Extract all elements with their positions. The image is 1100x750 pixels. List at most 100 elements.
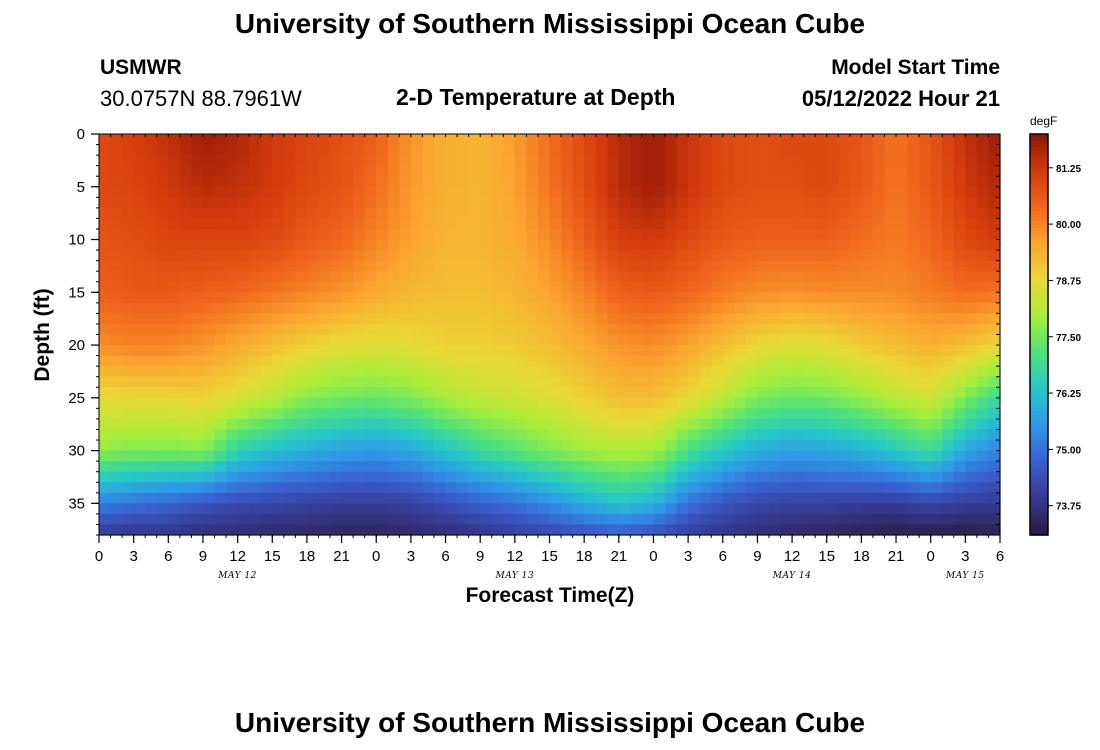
heatmap-cell bbox=[214, 482, 227, 494]
heatmap-cell bbox=[341, 366, 354, 378]
heatmap-cell bbox=[711, 186, 724, 198]
heatmap-cell bbox=[191, 313, 204, 325]
heatmap-cell bbox=[156, 524, 169, 536]
heatmap-cell bbox=[168, 144, 181, 156]
heatmap-cell bbox=[445, 186, 458, 198]
heatmap-cell bbox=[595, 323, 608, 336]
heatmap-cell bbox=[376, 176, 389, 188]
heatmap-cell bbox=[653, 334, 666, 346]
heatmap-cell bbox=[341, 228, 354, 241]
heatmap-cell bbox=[630, 323, 643, 336]
heatmap-cell bbox=[930, 450, 943, 462]
heatmap-cell bbox=[145, 271, 158, 283]
heatmap-cell bbox=[237, 429, 250, 441]
heatmap-cell bbox=[711, 250, 724, 262]
colorbar-swatch bbox=[1030, 341, 1048, 346]
heatmap-cell bbox=[988, 513, 1001, 526]
heatmap-cell bbox=[803, 218, 816, 230]
heatmap-cell bbox=[191, 355, 204, 367]
heatmap-cell bbox=[214, 228, 227, 241]
heatmap-cell bbox=[306, 281, 320, 293]
heatmap-cell bbox=[341, 165, 354, 177]
heatmap-cell bbox=[353, 408, 366, 420]
heatmap-cell bbox=[272, 387, 285, 399]
heatmap-cell bbox=[561, 323, 574, 336]
heatmap-cell bbox=[757, 197, 770, 209]
heatmap-cell bbox=[792, 366, 805, 378]
heatmap-cell bbox=[607, 239, 620, 251]
heatmap-cell bbox=[976, 397, 990, 409]
heatmap-cell bbox=[745, 387, 759, 399]
heatmap-cell bbox=[330, 503, 343, 515]
heatmap-cell bbox=[641, 366, 655, 378]
heatmap-cell bbox=[318, 292, 331, 304]
heatmap-cell bbox=[561, 176, 574, 188]
heatmap-cell bbox=[549, 366, 562, 378]
heatmap-cell bbox=[168, 197, 181, 209]
heatmap-cell bbox=[965, 165, 978, 177]
heatmap-cell bbox=[861, 271, 874, 283]
heatmap-cell bbox=[861, 450, 874, 462]
heatmap-cell bbox=[283, 492, 296, 504]
heatmap-cell bbox=[930, 186, 943, 198]
heatmap-cell bbox=[734, 228, 747, 241]
heatmap-cell bbox=[179, 408, 193, 420]
heatmap-cell bbox=[930, 429, 943, 441]
heatmap-cell bbox=[537, 334, 551, 346]
heatmap-cell bbox=[330, 271, 343, 283]
heatmap-cell bbox=[641, 176, 655, 188]
heatmap-cell bbox=[191, 450, 204, 462]
heatmap-cell bbox=[445, 461, 458, 473]
heatmap-cell bbox=[745, 134, 759, 146]
heatmap-cell bbox=[364, 218, 377, 230]
heatmap-cell bbox=[272, 250, 285, 262]
heatmap-cell bbox=[422, 134, 435, 146]
heatmap-cell bbox=[457, 482, 470, 494]
heatmap-cell bbox=[584, 408, 597, 420]
heatmap-cell bbox=[237, 313, 250, 325]
heatmap-cell bbox=[607, 461, 620, 473]
heatmap-cell bbox=[780, 482, 793, 494]
heatmap-cell bbox=[387, 355, 400, 367]
heatmap-cells bbox=[99, 134, 1001, 536]
heatmap-cell bbox=[884, 345, 897, 357]
heatmap-cell bbox=[133, 302, 146, 314]
heatmap-cell bbox=[988, 482, 1001, 494]
heatmap-cell bbox=[364, 524, 377, 536]
heatmap-cell bbox=[815, 450, 828, 462]
heatmap-cell bbox=[468, 345, 481, 357]
heatmap-cell bbox=[711, 408, 724, 420]
heatmap-cell bbox=[526, 440, 539, 452]
heatmap-cell bbox=[272, 302, 285, 314]
heatmap-cell bbox=[399, 207, 412, 220]
heatmap-cell bbox=[584, 471, 597, 483]
colorbar-swatch bbox=[1030, 160, 1048, 165]
heatmap-cell bbox=[110, 355, 123, 367]
heatmap-cell bbox=[468, 155, 481, 167]
heatmap-cell bbox=[133, 461, 146, 473]
heatmap-cell bbox=[584, 376, 597, 388]
heatmap-cell bbox=[445, 482, 458, 494]
heatmap-cell bbox=[110, 186, 123, 198]
heatmap-cell bbox=[849, 492, 862, 504]
heatmap-cell bbox=[942, 440, 955, 452]
heatmap-cell bbox=[168, 397, 181, 409]
heatmap-cell bbox=[803, 408, 816, 420]
heatmap-cell bbox=[122, 524, 135, 536]
heatmap-cell bbox=[884, 197, 897, 209]
heatmap-cell bbox=[283, 482, 296, 494]
heatmap-cell bbox=[953, 376, 966, 388]
heatmap-cell bbox=[595, 134, 608, 146]
heatmap-cell bbox=[202, 461, 216, 473]
heatmap-cell bbox=[503, 418, 516, 431]
heatmap-cell bbox=[179, 482, 193, 494]
heatmap-cell bbox=[249, 323, 262, 336]
heatmap-cell bbox=[757, 302, 770, 314]
heatmap-cell bbox=[295, 239, 308, 251]
heatmap-cell bbox=[838, 376, 851, 388]
heatmap-cell bbox=[387, 418, 400, 431]
heatmap-cell bbox=[976, 482, 990, 494]
heatmap-cell bbox=[399, 155, 412, 167]
heatmap-cell bbox=[618, 513, 631, 526]
heatmap-cell bbox=[468, 271, 481, 283]
